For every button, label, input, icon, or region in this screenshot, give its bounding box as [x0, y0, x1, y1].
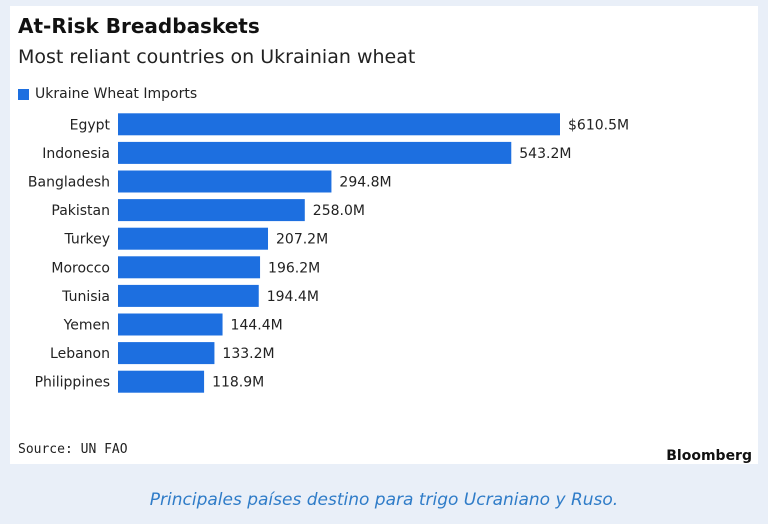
category-label-bangladesh: Bangladesh: [28, 175, 110, 191]
value-label-morocco: 196.2M: [268, 260, 320, 276]
source-note: Source: UN FAO: [18, 442, 128, 457]
legend-label: Ukraine Wheat Imports: [35, 86, 198, 102]
bar-philippines: [118, 370, 205, 393]
bar-morocco: [118, 256, 261, 279]
category-label-tunisia: Tunisia: [61, 289, 110, 305]
value-label-lebanon: 133.2M: [222, 346, 274, 362]
bar-chart: Egypt $610.5M Indonesia 543.2M Bangladesh 294…: [28, 113, 629, 393]
bar-pakistan: [118, 199, 305, 222]
value-label-tunisia: 194.4M: [267, 289, 319, 305]
value-label-bangladesh: 294.8M: [339, 175, 391, 191]
value-label-philippines: 118.9M: [212, 375, 264, 391]
bar-egypt: [118, 113, 560, 136]
category-label-egypt: Egypt: [70, 117, 111, 133]
category-label-indonesia: Indonesia: [42, 146, 110, 162]
bar-tunisia: [118, 284, 259, 307]
category-label-yemen: Yemen: [63, 318, 110, 334]
value-label-yemen: 144.4M: [231, 318, 283, 334]
category-label-lebanon: Lebanon: [50, 346, 110, 362]
value-label-indonesia: 543.2M: [519, 146, 571, 162]
category-label-turkey: Turkey: [63, 232, 110, 248]
value-label-pakistan: 258.0M: [313, 203, 365, 219]
chart-title: At-Risk Breadbaskets: [18, 14, 260, 38]
bar-bangladesh: [118, 170, 332, 193]
chart-card: At-Risk Breadbaskets Most reliant countr…: [10, 6, 758, 464]
brand-logo: Bloomberg: [666, 448, 752, 464]
legend-swatch: [18, 88, 29, 100]
bar-indonesia: [118, 141, 512, 164]
bar-lebanon: [118, 342, 215, 365]
chart-subtitle: Most reliant countries on Ukrainian whea…: [18, 46, 416, 68]
bar-yemen: [118, 313, 223, 336]
category-label-pakistan: Pakistan: [51, 203, 110, 219]
image-caption: Principales países destino para trigo Uc…: [149, 490, 619, 510]
chart-legend: Ukraine Wheat Imports: [18, 86, 197, 102]
category-label-philippines: Philippines: [35, 375, 110, 391]
value-label-turkey: 207.2M: [276, 232, 328, 248]
bar-turkey: [118, 227, 269, 250]
value-label-egypt: $610.5M: [568, 117, 629, 133]
category-label-morocco: Morocco: [51, 260, 110, 276]
